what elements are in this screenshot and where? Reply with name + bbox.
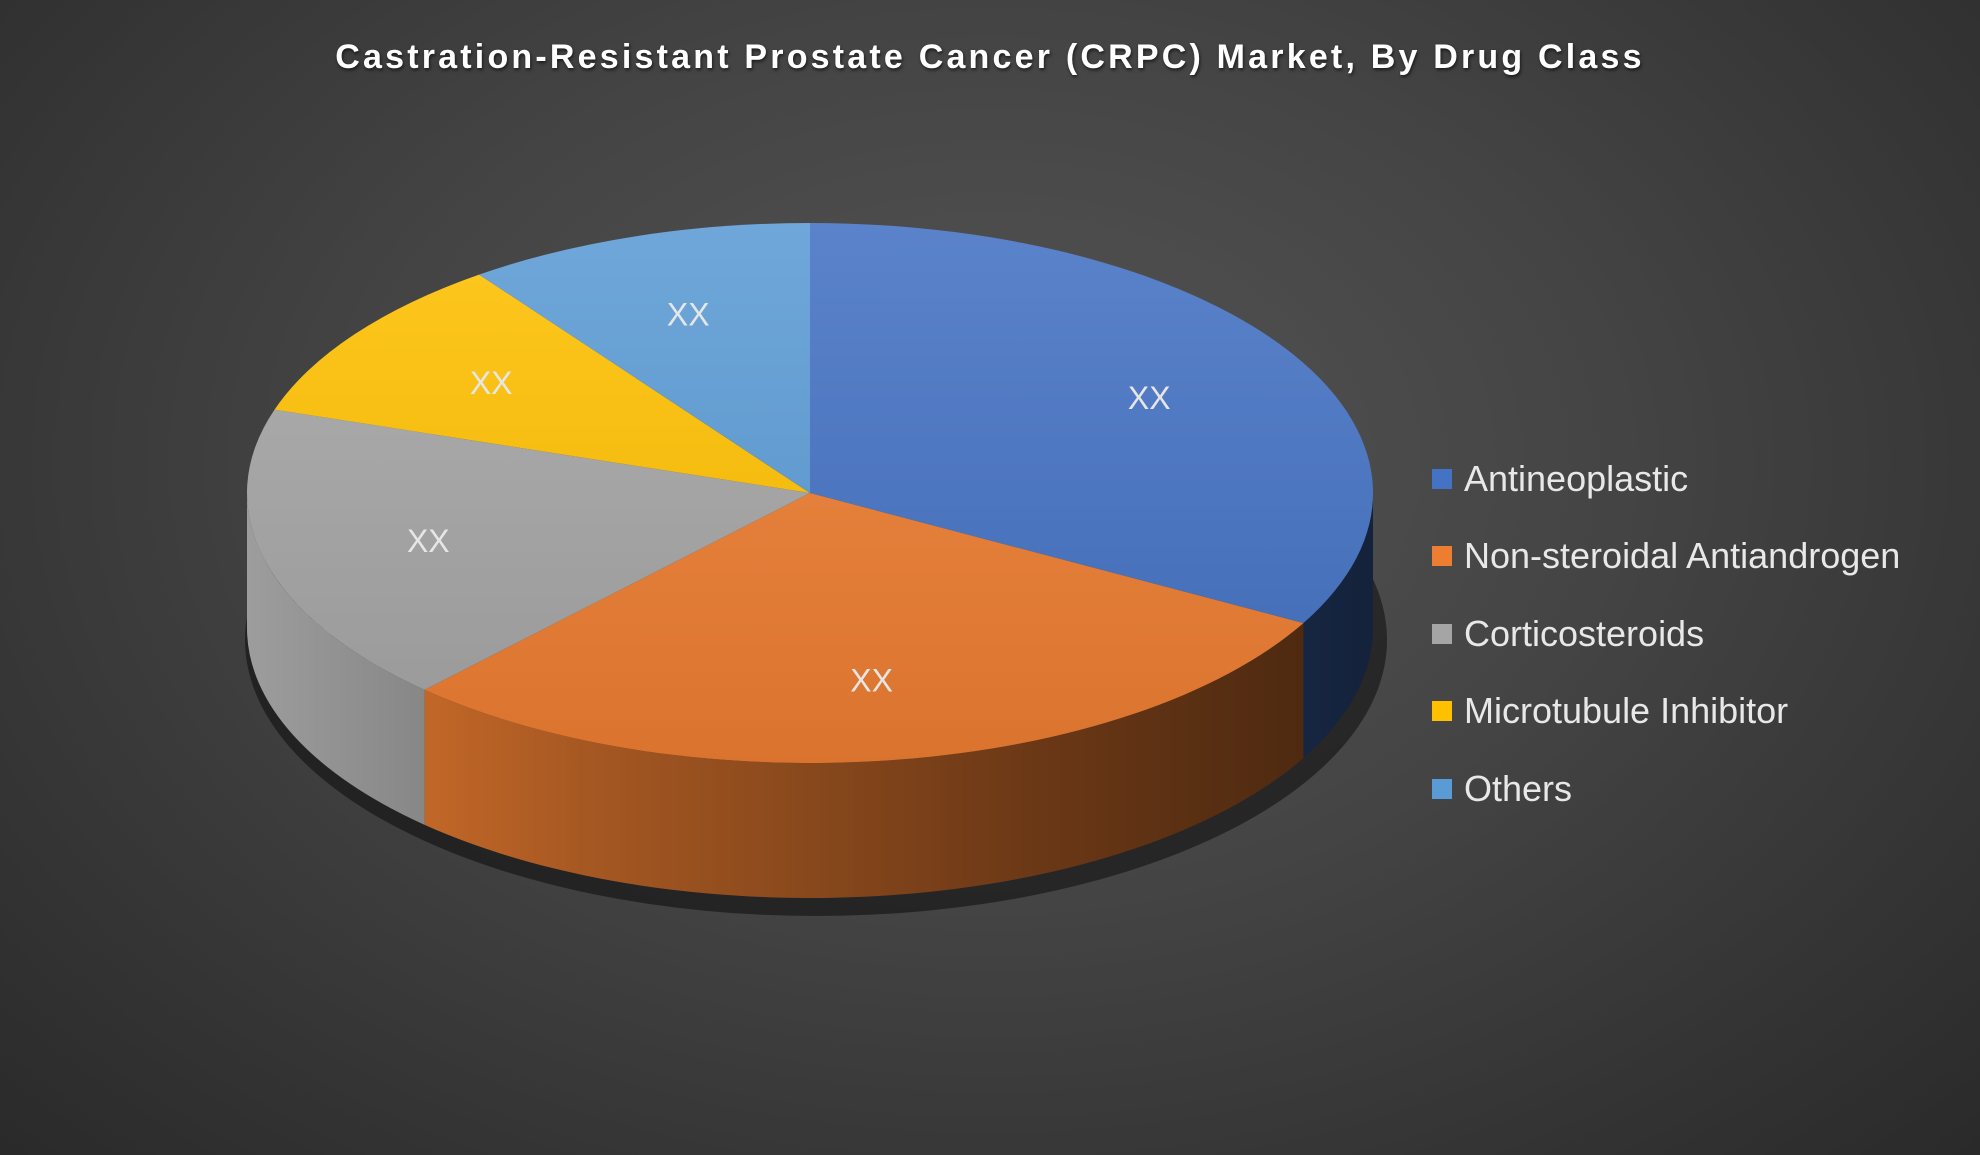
legend-swatch [1432,701,1452,722]
pie-slice-microtubule-inhibitor[interactable] [274,274,810,493]
pie-slice-side-antineoplastic [1303,493,1373,759]
chart-legend: Antineoplastic Non-steroidal Antiandrogen… [1432,440,1972,828]
pie-slice-side-non-steroidal-antiandrogen [424,623,1304,898]
legend-label: Non-steroidal Antiandrogen [1464,535,1901,577]
legend-item-corticosteroids[interactable]: Corticosteroids [1432,595,1972,673]
legend-swatch [1432,546,1452,567]
data-label-corticosteroids: XX [407,523,450,559]
pie-slice-side-corticosteroids [247,493,425,825]
legend-item-non-steroidal-antiandrogen[interactable]: Non-steroidal Antiandrogen [1432,518,1972,596]
pie-slice-others[interactable] [479,223,810,493]
chart-title: Castration-Resistant Prostate Cancer (CR… [335,38,1645,76]
data-label-non-steroidal-antiandrogen: XX [850,663,893,699]
data-label-others: XX [667,296,710,332]
legend-item-microtubule-inhibitor[interactable]: Microtubule Inhibitor [1432,673,1972,751]
data-label-microtubule-inhibitor: XX [470,365,513,401]
legend-label: Antineoplastic [1464,457,1689,499]
pie-slice-non-steroidal-antiandrogen[interactable] [424,493,1304,764]
legend-label: Microtubule Inhibitor [1464,690,1789,732]
legend-swatch [1432,468,1452,489]
legend-label: Others [1464,767,1573,809]
pie-slice-antineoplastic[interactable] [810,223,1374,624]
legend-label: Corticosteroids [1464,612,1705,654]
pie-slice-corticosteroids[interactable] [247,409,811,690]
legend-swatch [1432,623,1452,644]
legend-item-others[interactable]: Others [1432,750,1972,828]
legend-item-antineoplastic[interactable]: Antineoplastic [1432,440,1972,518]
legend-swatch [1432,778,1452,799]
data-label-antineoplastic: XX [1128,380,1171,416]
